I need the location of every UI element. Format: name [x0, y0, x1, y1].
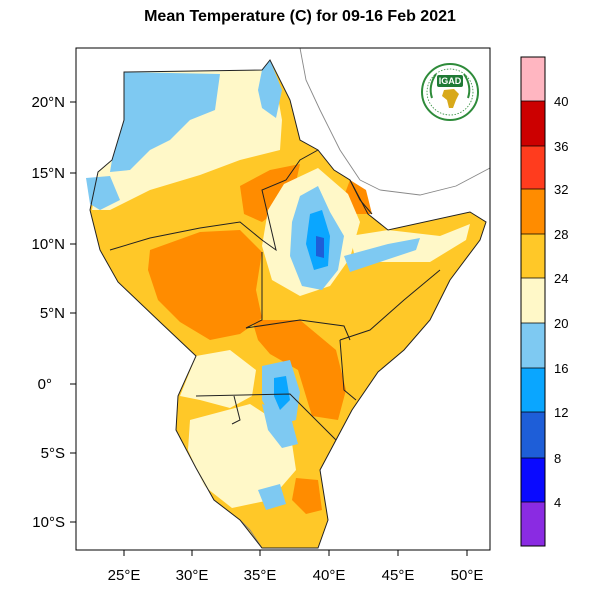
country-borders — [89, 59, 487, 549]
laurel-right-icon — [463, 73, 471, 99]
colorbar-label: 32 — [554, 182, 568, 197]
axis-ticks — [70, 101, 468, 556]
colorbar-swatch — [521, 234, 545, 278]
zone-cold-tanzania-south — [258, 484, 286, 510]
lon-tick-label: 50°E — [451, 567, 484, 584]
colorbar-label: 12 — [554, 405, 568, 420]
lat-tick-label: 0° — [38, 376, 52, 393]
lon-tick-label: 25°E — [108, 567, 141, 584]
colorbar-swatch — [521, 412, 545, 458]
zone-cold-tanzania — [262, 404, 298, 448]
zone-hot-south-sudan — [148, 230, 262, 340]
lat-tick-label: 15°N — [31, 165, 65, 182]
zone-cool-west — [86, 176, 120, 210]
colorbar: 4 8 12 16 20 24 28 32 36 40 — [520, 56, 568, 547]
zone-colder-kenya-highlands — [274, 376, 290, 410]
logo-text: IGAD — [439, 76, 462, 86]
lat-tick-label: 20°N — [31, 94, 65, 111]
africa-map-icon — [442, 89, 459, 108]
zone-hot-kenya — [252, 320, 346, 420]
lat-tick-label: 5°S — [41, 445, 65, 462]
zone-cool-northwest — [110, 72, 220, 172]
igad-logo: IGAD — [421, 63, 479, 121]
colorbar-swatch — [521, 57, 545, 101]
colorbar-label: 40 — [554, 94, 568, 109]
lon-tick-label: 35°E — [244, 567, 277, 584]
colorbar-label: 20 — [554, 316, 568, 331]
lon-tick-label: 40°E — [313, 567, 346, 584]
zone-cold-somali-band — [344, 238, 420, 272]
colorbar-swatch — [521, 502, 545, 546]
laurel-left-icon — [429, 73, 437, 99]
map-title: Mean Temperature (C) for 09-16 Feb 2021 — [144, 8, 456, 25]
zone-cool-uganda — [180, 350, 256, 408]
colorbar-label: 36 — [554, 139, 568, 154]
land-mass — [90, 60, 486, 548]
colorbar-swatch — [521, 323, 545, 368]
colorbar-swatch — [521, 368, 545, 412]
colorbar-swatch — [521, 189, 545, 234]
zone-cool-northeast — [258, 60, 282, 118]
zone-hot-tanzania — [292, 478, 322, 514]
colorbar-label: 28 — [554, 227, 568, 242]
colorbar-swatch — [521, 101, 545, 146]
lon-tick-label: 45°E — [382, 567, 415, 584]
colorbar-label: 4 — [554, 495, 561, 510]
lon-tick-label: 30°E — [176, 567, 209, 584]
plot-frame — [75, 47, 491, 551]
lat-tick-label: 5°N — [40, 305, 65, 322]
lat-tick-label: 10°N — [31, 236, 65, 253]
logo-badge — [437, 75, 463, 87]
colorbar-label: 16 — [554, 361, 568, 376]
lon-tick-labels: 25°E 30°E 35°E 40°E 45°E 50°E — [108, 567, 484, 584]
colorbar-swatch — [521, 458, 545, 502]
colorbar-label: 24 — [554, 271, 568, 286]
colorbar-label: 8 — [554, 451, 561, 466]
lat-tick-labels: 20°N 15°N 10°N 5°N 0° 5°S 10°S — [31, 94, 65, 531]
colorbar-swatch — [521, 146, 545, 189]
lat-tick-label: 10°S — [32, 514, 65, 531]
zone-hot-central — [240, 164, 300, 222]
zone-cold-core — [316, 236, 324, 258]
outside-coastlines — [239, 47, 491, 549]
colorbar-swatch — [521, 278, 545, 323]
temperature-field — [86, 60, 486, 548]
